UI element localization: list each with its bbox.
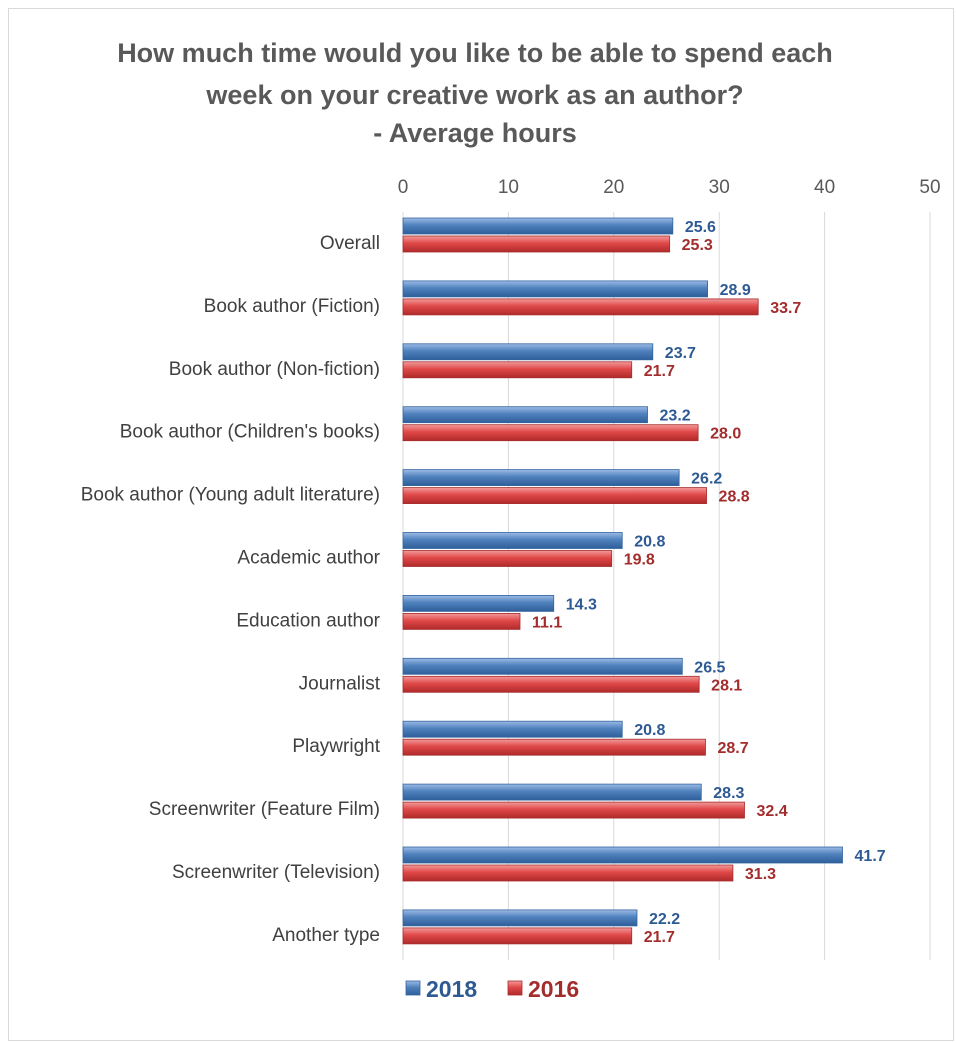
data-label-2018: 23.7: [665, 345, 696, 362]
data-label-2016: 21.7: [644, 929, 675, 946]
bar-2016: [402, 927, 633, 945]
bar-2016: [402, 801, 745, 819]
category-label: Overall: [320, 233, 380, 254]
category-label: Education author: [236, 610, 380, 631]
category-label: Book author (Fiction): [204, 296, 380, 317]
data-label-2018: 26.5: [694, 659, 725, 676]
bar-2016: [402, 738, 706, 756]
category-label: Another type: [272, 925, 380, 946]
category-label: Book author (Non-fiction): [169, 359, 380, 380]
bar-2018: [402, 846, 843, 864]
data-label-2018: 25.6: [685, 219, 716, 236]
bar-2018: [402, 595, 555, 612]
data-label-2018: 28.3: [713, 785, 744, 802]
bar-2018: [402, 783, 702, 801]
data-label-2018: 23.2: [660, 408, 691, 425]
category-label: Academic author: [237, 548, 380, 569]
data-labels: 25.625.328.933.723.721.723.228.026.228.8…: [532, 219, 886, 946]
chart-title-line: - Average hours: [373, 118, 577, 148]
x-tick-label: 10: [498, 177, 519, 198]
x-tick-label: 40: [814, 177, 835, 198]
bar-2018: [402, 469, 680, 487]
bar-2016: [402, 864, 734, 882]
data-label-2018: 20.8: [634, 534, 665, 551]
bar-2018: [402, 280, 709, 298]
bars: [402, 217, 843, 945]
chart-title: How much time would you like to be able …: [117, 38, 833, 148]
data-label-2016: 21.7: [644, 363, 675, 380]
bar-2018: [402, 406, 648, 424]
data-label-2016: 28.7: [717, 740, 748, 757]
legend-label-2016: 2016: [528, 976, 579, 1002]
data-label-2016: 32.4: [756, 803, 787, 820]
chart-title-line: week on your creative work as an author?: [205, 80, 743, 110]
bar-2016: [402, 550, 613, 567]
gridlines: [402, 212, 931, 960]
data-label-2016: 11.1: [532, 614, 562, 631]
data-label-2018: 26.2: [691, 471, 722, 488]
category-label: Screenwriter (Feature Film): [149, 799, 380, 820]
bar-2018: [402, 532, 623, 549]
legend: 2018 2016: [405, 976, 579, 1002]
x-tick-label: 50: [919, 177, 940, 198]
category-labels: Overall Book author (Fiction) Book author …: [81, 233, 381, 946]
x-tick-label: 0: [398, 177, 409, 198]
data-label-2016: 28.1: [711, 677, 742, 694]
bar-2018: [402, 909, 638, 927]
bar-2018: [402, 217, 674, 235]
bar-2016: [402, 361, 633, 379]
data-label-2016: 33.7: [770, 300, 801, 317]
category-label: Book author (Young adult literature): [81, 485, 380, 506]
data-label-2018: 20.8: [634, 722, 665, 739]
legend-swatch-2016: [507, 980, 523, 996]
bar-2018: [402, 720, 623, 738]
category-label: Playwright: [292, 736, 380, 757]
category-label: Book author (Children's books): [120, 422, 380, 443]
x-tick-label: 20: [603, 177, 624, 198]
x-axis-ticks: 0 10 20 30 40 50: [398, 177, 941, 198]
data-label-2016: 31.3: [745, 866, 776, 883]
data-label-2016: 19.8: [624, 552, 655, 569]
legend-swatch-2018: [405, 980, 421, 996]
data-label-2016: 28.8: [719, 489, 750, 506]
legend-label-2018: 2018: [426, 976, 477, 1002]
x-tick-label: 30: [709, 177, 730, 198]
bar-2016: [402, 675, 700, 693]
data-label-2018: 22.2: [649, 911, 680, 928]
data-label-2016: 28.0: [710, 426, 741, 443]
category-label: Screenwriter (Television): [172, 862, 380, 883]
bar-2016: [402, 424, 699, 442]
data-label-2016: 25.3: [682, 237, 713, 254]
bar-2016: [402, 235, 671, 253]
bar-2018: [402, 657, 683, 675]
data-label-2018: 28.9: [720, 282, 751, 299]
bar-2016: [402, 298, 759, 316]
data-label-2018: 41.7: [855, 848, 886, 865]
bar-2018: [402, 343, 654, 361]
data-label-2018: 14.3: [566, 596, 597, 613]
bar-2016: [402, 613, 521, 630]
bar-2016: [402, 487, 707, 505]
chart-title-line: How much time would you like to be able …: [117, 38, 833, 68]
category-label: Journalist: [299, 673, 381, 694]
